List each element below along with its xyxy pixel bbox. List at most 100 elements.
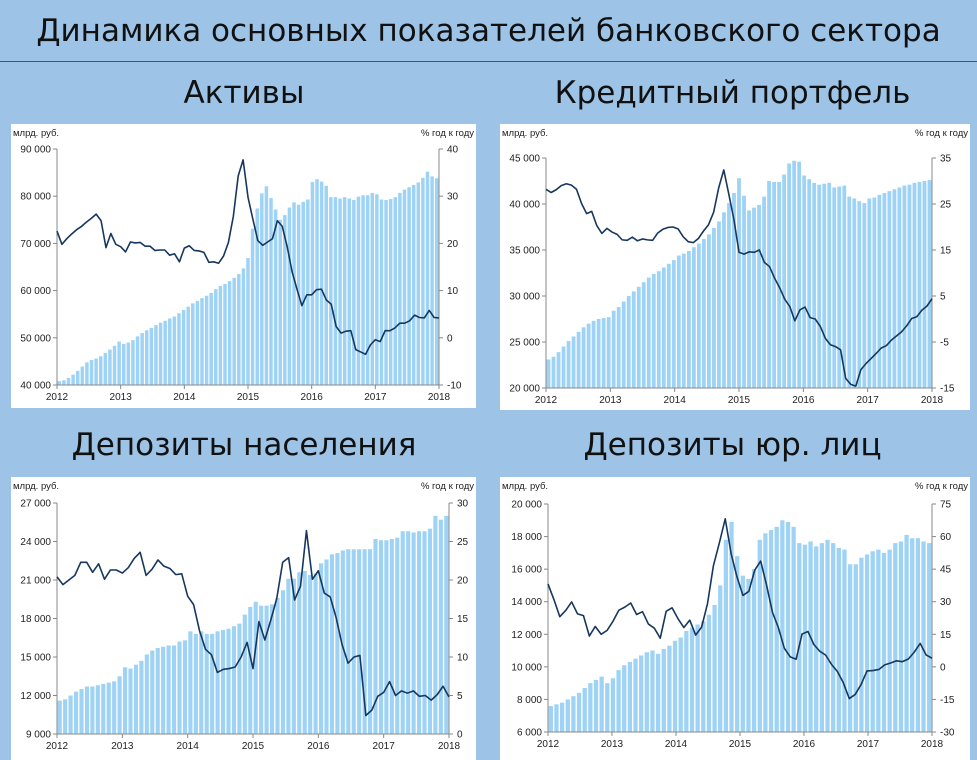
bar (71, 374, 75, 385)
left-tick-label: 21 000 (20, 576, 51, 587)
left-unit-label: млрд. руб. (13, 481, 59, 492)
bar (361, 195, 365, 385)
bar (98, 356, 103, 385)
chart-panel-loans: млрд. руб. % год к году 45 000 40 000 35 000… (500, 124, 970, 410)
bar (751, 569, 757, 732)
bar (768, 530, 774, 732)
bar (302, 571, 307, 734)
bar (601, 318, 606, 388)
bar (792, 160, 797, 388)
bar (565, 699, 570, 732)
bar (559, 702, 565, 732)
chart-title-deposits-corporate: Депозиты юр. лиц (583, 427, 882, 463)
bar (661, 648, 666, 732)
left-tick-label: 16 000 (511, 565, 542, 576)
bar (842, 549, 847, 732)
chart-title-assets: Активы (183, 75, 305, 111)
right-tick-label: 30 (940, 597, 952, 608)
left-tick-label: 14 000 (511, 597, 542, 608)
left-tick-label: 40 000 (20, 381, 51, 392)
left-tick-label: 18 000 (511, 532, 542, 543)
bar (273, 209, 278, 385)
x-tick-label: 2016 (301, 392, 324, 403)
chart-panel-deposits-corporate: млрд. руб. % год к году 20 000 18 000 16 000… (500, 477, 970, 760)
bar (215, 631, 220, 734)
right-tick-label: 15 (940, 246, 952, 257)
bar (402, 189, 407, 385)
right-tick-label: 5 (940, 292, 946, 303)
bar (438, 519, 443, 734)
bar (200, 298, 204, 385)
bar (346, 549, 351, 734)
left-tick-label: 30 000 (509, 292, 540, 303)
bar (133, 664, 139, 734)
bar (742, 195, 746, 388)
bar (554, 704, 559, 732)
left-tick-label: 12 000 (20, 691, 51, 702)
bar (171, 645, 177, 734)
bar (427, 528, 433, 734)
bar (172, 316, 177, 385)
bar (95, 685, 100, 734)
left-unit-label: млрд. руб. (13, 128, 59, 139)
bar (57, 700, 62, 734)
bar (876, 549, 881, 732)
bar (633, 658, 638, 732)
bar (701, 621, 706, 732)
bar (218, 285, 223, 385)
x-tick-label: 2012 (537, 739, 560, 750)
bar (681, 253, 686, 388)
bar (237, 623, 242, 734)
bar (621, 301, 626, 388)
bar (927, 543, 932, 732)
bar (837, 186, 842, 388)
bar (163, 320, 167, 385)
bar (79, 689, 84, 734)
bar (241, 268, 246, 385)
bar (103, 352, 108, 385)
bar (231, 626, 237, 734)
bar (395, 537, 400, 734)
bar (787, 163, 792, 388)
x-tick-label: 2018 (428, 392, 451, 403)
bar (135, 336, 140, 385)
bar (822, 183, 827, 388)
x-tick-label: 2017 (857, 395, 880, 406)
bar (757, 539, 762, 732)
bar (917, 181, 922, 388)
x-tick-label: 2012 (46, 392, 69, 403)
bar (248, 606, 253, 734)
bar (425, 171, 430, 385)
bar (90, 686, 95, 734)
bar (356, 196, 361, 385)
left-tick-label: 15 000 (20, 653, 51, 664)
bar (291, 578, 296, 734)
bar (155, 648, 160, 734)
bar (631, 291, 636, 388)
bar (656, 271, 661, 388)
bar (421, 177, 425, 385)
bar (864, 554, 870, 732)
x-tick-label: 2017 (373, 741, 396, 752)
bar (857, 201, 862, 388)
bar (912, 182, 917, 388)
bar (227, 281, 232, 385)
bar (292, 202, 296, 385)
bar (255, 208, 259, 385)
x-tick-label: 2016 (793, 739, 816, 750)
bar (182, 640, 188, 734)
bar (329, 554, 335, 734)
bar (707, 234, 711, 388)
bar (280, 590, 286, 734)
bar (112, 681, 117, 734)
x-tick-label: 2016 (307, 741, 330, 752)
bar (814, 546, 819, 732)
bar (689, 627, 695, 732)
bar (181, 309, 186, 385)
bar (732, 192, 736, 388)
right-tick-label: 30 (447, 192, 459, 203)
bar (551, 356, 556, 388)
bar (75, 370, 80, 385)
left-unit-label: млрд. руб. (502, 481, 548, 492)
bar (347, 198, 351, 385)
